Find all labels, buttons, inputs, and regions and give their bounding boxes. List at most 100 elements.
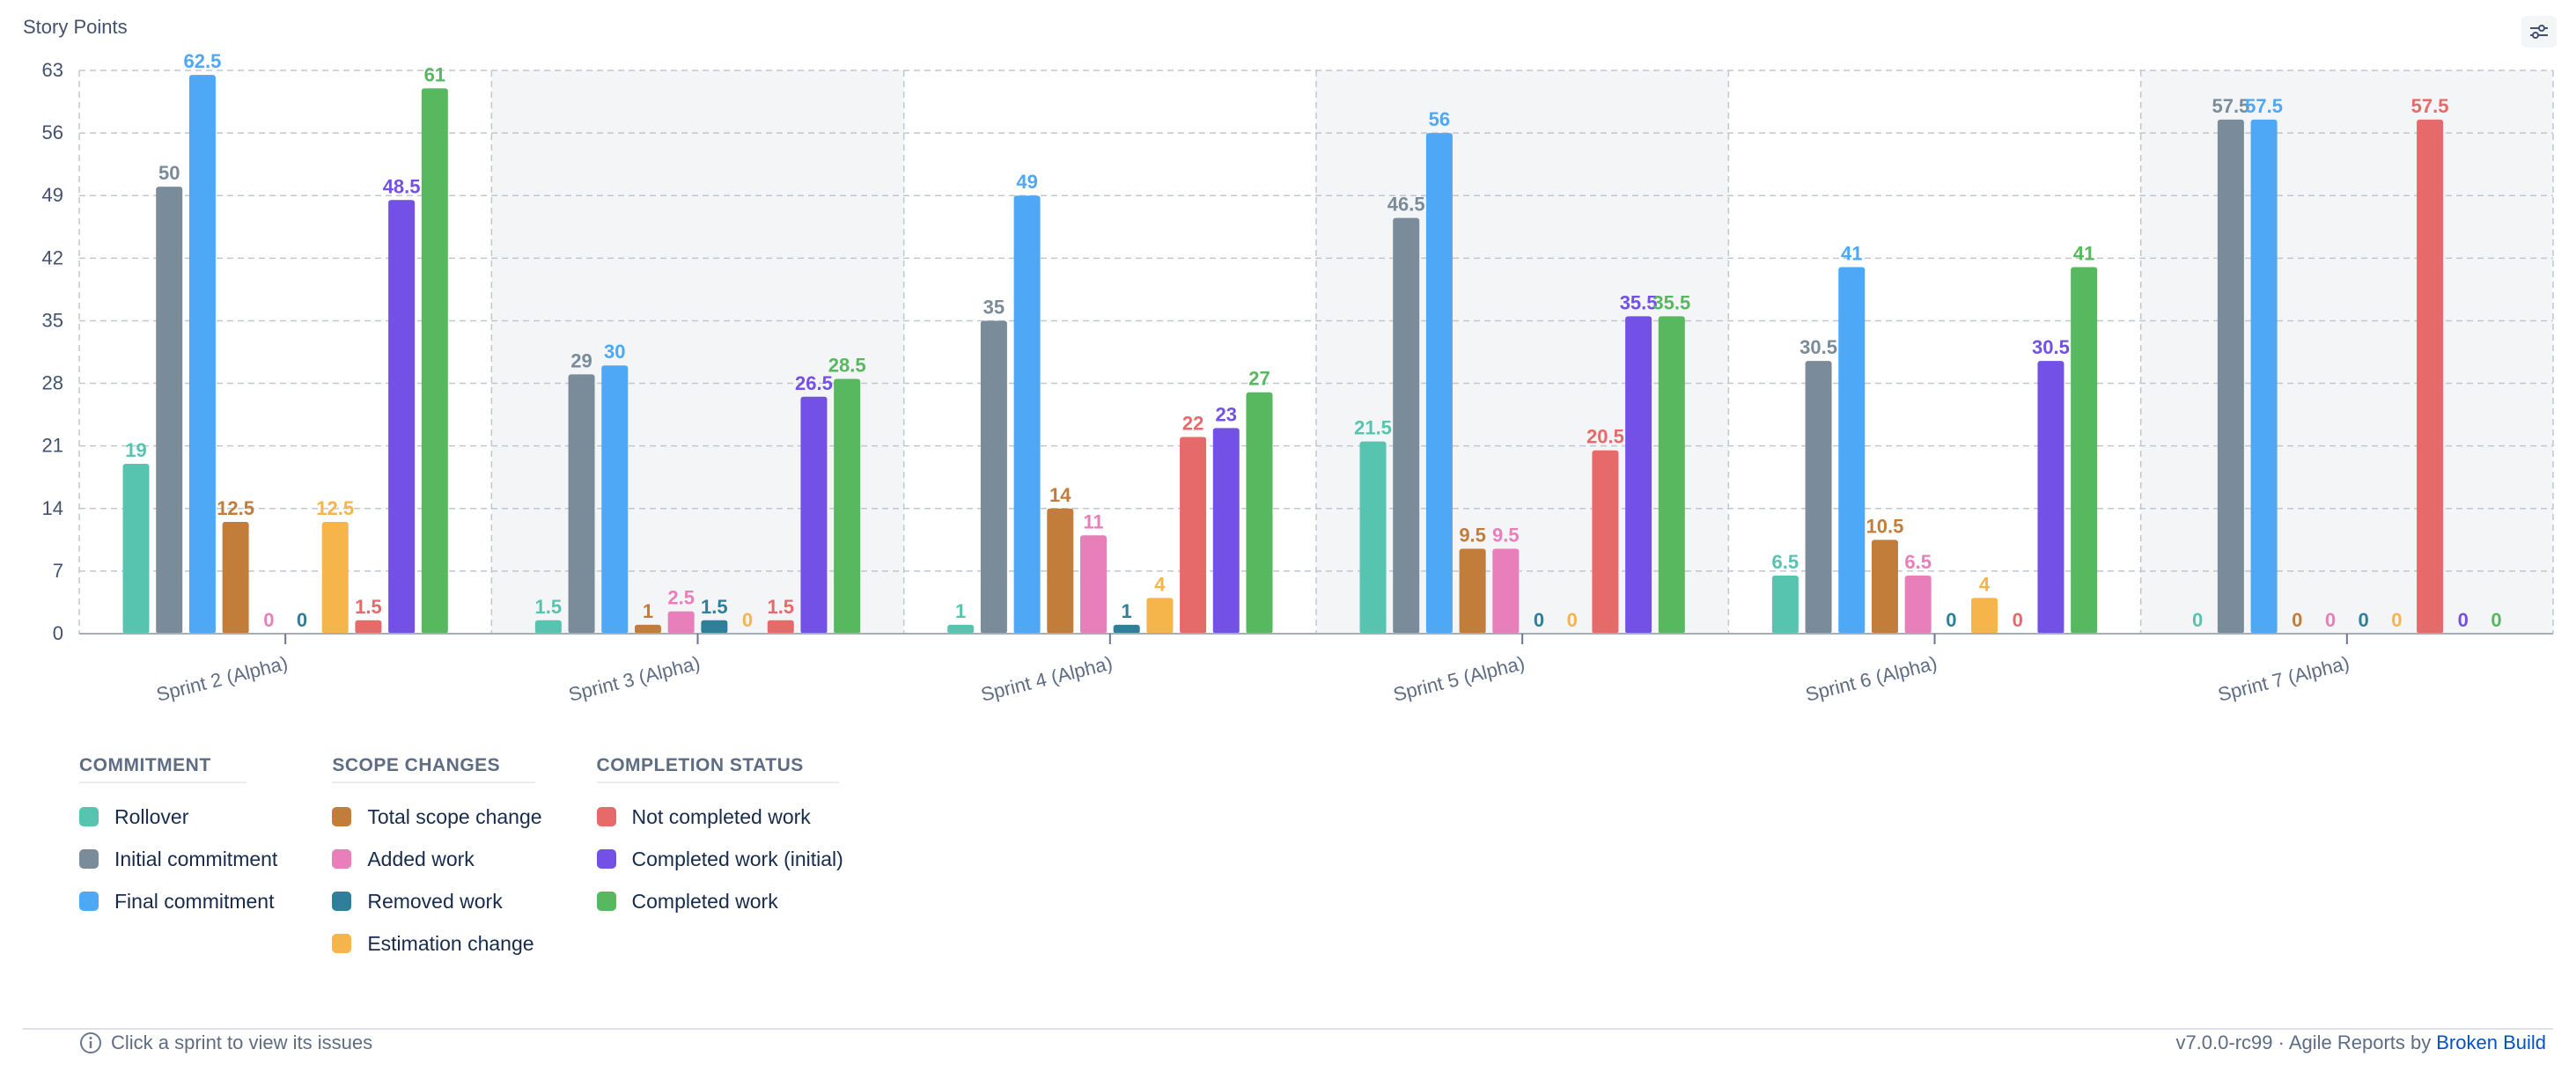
bar-value-label: 62.5 bbox=[184, 50, 222, 72]
y-tick-label: 21 bbox=[42, 435, 63, 457]
bar-estimation[interactable] bbox=[321, 522, 349, 634]
bar-rollover[interactable] bbox=[534, 620, 562, 634]
legend-item-initial[interactable]: Initial commitment bbox=[79, 838, 277, 880]
bar-final[interactable] bbox=[188, 75, 216, 635]
chart-settings-button[interactable] bbox=[2521, 16, 2557, 48]
bar-value-label: 0 bbox=[2458, 609, 2469, 631]
legend-swatch bbox=[332, 934, 352, 953]
legend-item-total_scope[interactable]: Total scope change bbox=[332, 796, 542, 838]
bar-value-label: 35 bbox=[983, 296, 1005, 318]
bar-final[interactable] bbox=[1013, 195, 1041, 634]
bar-not_completed[interactable] bbox=[355, 620, 382, 634]
y-tick-label: 56 bbox=[42, 121, 63, 143]
x-tick-label[interactable]: Sprint 5 (Alpha) bbox=[1391, 652, 1527, 706]
legend-label: Rollover bbox=[114, 804, 189, 828]
bar-total_scope[interactable] bbox=[634, 624, 661, 634]
sprint-band[interactable] bbox=[2140, 70, 2553, 634]
bar-estimation[interactable] bbox=[1146, 598, 1174, 634]
bar-completed_initial[interactable] bbox=[1625, 316, 1652, 634]
bar-not_completed[interactable] bbox=[2417, 119, 2444, 634]
bar-value-label: 50 bbox=[158, 162, 180, 184]
bar-completed_initial[interactable] bbox=[800, 396, 828, 634]
bar-value-label: 1.5 bbox=[535, 596, 563, 618]
legend-item-not_completed[interactable]: Not completed work bbox=[596, 796, 843, 838]
bar-total_scope[interactable] bbox=[222, 522, 249, 634]
legend-item-estimation[interactable]: Estimation change bbox=[332, 922, 541, 965]
bar-completed[interactable] bbox=[421, 88, 448, 635]
bar-value-label: 12.5 bbox=[316, 497, 354, 519]
bar-initial[interactable] bbox=[156, 187, 183, 635]
legend-item-completed[interactable]: Completed work bbox=[596, 880, 843, 922]
bar-removed[interactable] bbox=[701, 620, 728, 634]
legend-item-removed[interactable]: Removed work bbox=[332, 880, 541, 922]
legend-item-completed_initial[interactable]: Completed work (initial) bbox=[596, 838, 843, 880]
bar-value-label: 57.5 bbox=[2411, 95, 2449, 117]
bar-added[interactable] bbox=[1492, 548, 1520, 634]
bar-value-label: 61 bbox=[424, 63, 445, 85]
x-tick-label[interactable]: Sprint 3 (Alpha) bbox=[566, 652, 702, 706]
bar-rollover[interactable] bbox=[1359, 441, 1387, 634]
broken-build-link[interactable]: Broken Build bbox=[2436, 1031, 2546, 1053]
bar-added[interactable] bbox=[1904, 575, 1932, 634]
legend-label: Completed work (initial) bbox=[631, 847, 843, 870]
bar-total_scope[interactable] bbox=[1047, 508, 1074, 634]
legend-swatch bbox=[596, 892, 616, 911]
bar-total_scope[interactable] bbox=[1871, 540, 1898, 634]
bar-final[interactable] bbox=[1838, 267, 1866, 634]
bar-value-label: 0 bbox=[2391, 609, 2402, 631]
bar-not_completed[interactable] bbox=[767, 620, 794, 634]
bar-initial[interactable] bbox=[568, 374, 595, 634]
x-tick-label[interactable]: Sprint 2 (Alpha) bbox=[154, 652, 290, 706]
legend-group-title: COMPLETION STATUS bbox=[596, 755, 839, 783]
bar-final[interactable] bbox=[2250, 119, 2278, 634]
bar-value-label: 0 bbox=[742, 609, 753, 631]
bar-initial[interactable] bbox=[980, 320, 1007, 634]
bar-completed_initial[interactable] bbox=[1212, 428, 1240, 634]
legend-item-rollover[interactable]: Rollover bbox=[79, 796, 277, 838]
bar-completed[interactable] bbox=[1658, 316, 1685, 634]
bar-value-label: 1 bbox=[643, 600, 653, 622]
bar-value-label: 57.5 bbox=[2212, 95, 2249, 117]
bar-total_scope[interactable] bbox=[1459, 548, 1486, 634]
bar-completed_initial[interactable] bbox=[388, 200, 416, 635]
x-tick-label[interactable]: Sprint 4 (Alpha) bbox=[979, 652, 1115, 706]
bar-completed[interactable] bbox=[834, 378, 861, 634]
footer-hint: Click a sprint to view its issues bbox=[79, 1030, 372, 1056]
legend-item-added[interactable]: Added work bbox=[332, 838, 541, 880]
bar-value-label: 35.5 bbox=[1652, 291, 1690, 313]
x-tick-label[interactable]: Sprint 7 (Alpha) bbox=[2216, 652, 2352, 706]
bar-value-label: 19 bbox=[125, 439, 146, 461]
bar-not_completed[interactable] bbox=[1592, 450, 1619, 634]
bar-value-label: 6.5 bbox=[1904, 551, 1932, 573]
bar-initial[interactable] bbox=[2217, 119, 2244, 634]
bar-rollover[interactable] bbox=[947, 624, 975, 634]
bar-completed_initial[interactable] bbox=[2037, 361, 2064, 634]
bar-initial[interactable] bbox=[1805, 361, 1832, 634]
bar-value-label: 0 bbox=[1534, 609, 1544, 631]
bar-estimation[interactable] bbox=[1971, 598, 1998, 634]
bar-completed[interactable] bbox=[1246, 392, 1273, 634]
y-tick-label: 42 bbox=[42, 246, 63, 268]
bar-value-label: 49 bbox=[1016, 171, 1037, 193]
bar-value-label: 10.5 bbox=[1866, 515, 1904, 537]
legend-label: Total scope change bbox=[367, 804, 542, 828]
y-tick-label: 49 bbox=[42, 184, 63, 206]
bar-completed[interactable] bbox=[2071, 267, 2098, 634]
bar-initial[interactable] bbox=[1393, 217, 1420, 634]
x-tick-label[interactable]: Sprint 6 (Alpha) bbox=[1803, 652, 1939, 706]
bar-added[interactable] bbox=[1079, 535, 1107, 634]
bar-final[interactable] bbox=[1425, 133, 1453, 635]
legend-item-final[interactable]: Final commitment bbox=[79, 880, 277, 922]
bar-rollover[interactable] bbox=[122, 463, 150, 634]
bar-value-label: 4 bbox=[1154, 573, 1166, 595]
bar-final[interactable] bbox=[601, 365, 629, 634]
bar-value-label: 4 bbox=[1979, 573, 1991, 595]
bar-not_completed[interactable] bbox=[1180, 437, 1207, 634]
bar-added[interactable] bbox=[667, 611, 695, 634]
bar-removed[interactable] bbox=[1113, 624, 1140, 634]
bar-value-label: 35.5 bbox=[1620, 291, 1658, 313]
bar-value-label: 9.5 bbox=[1492, 524, 1520, 546]
bar-rollover[interactable] bbox=[1771, 575, 1799, 634]
bar-value-label: 12.5 bbox=[217, 497, 254, 519]
